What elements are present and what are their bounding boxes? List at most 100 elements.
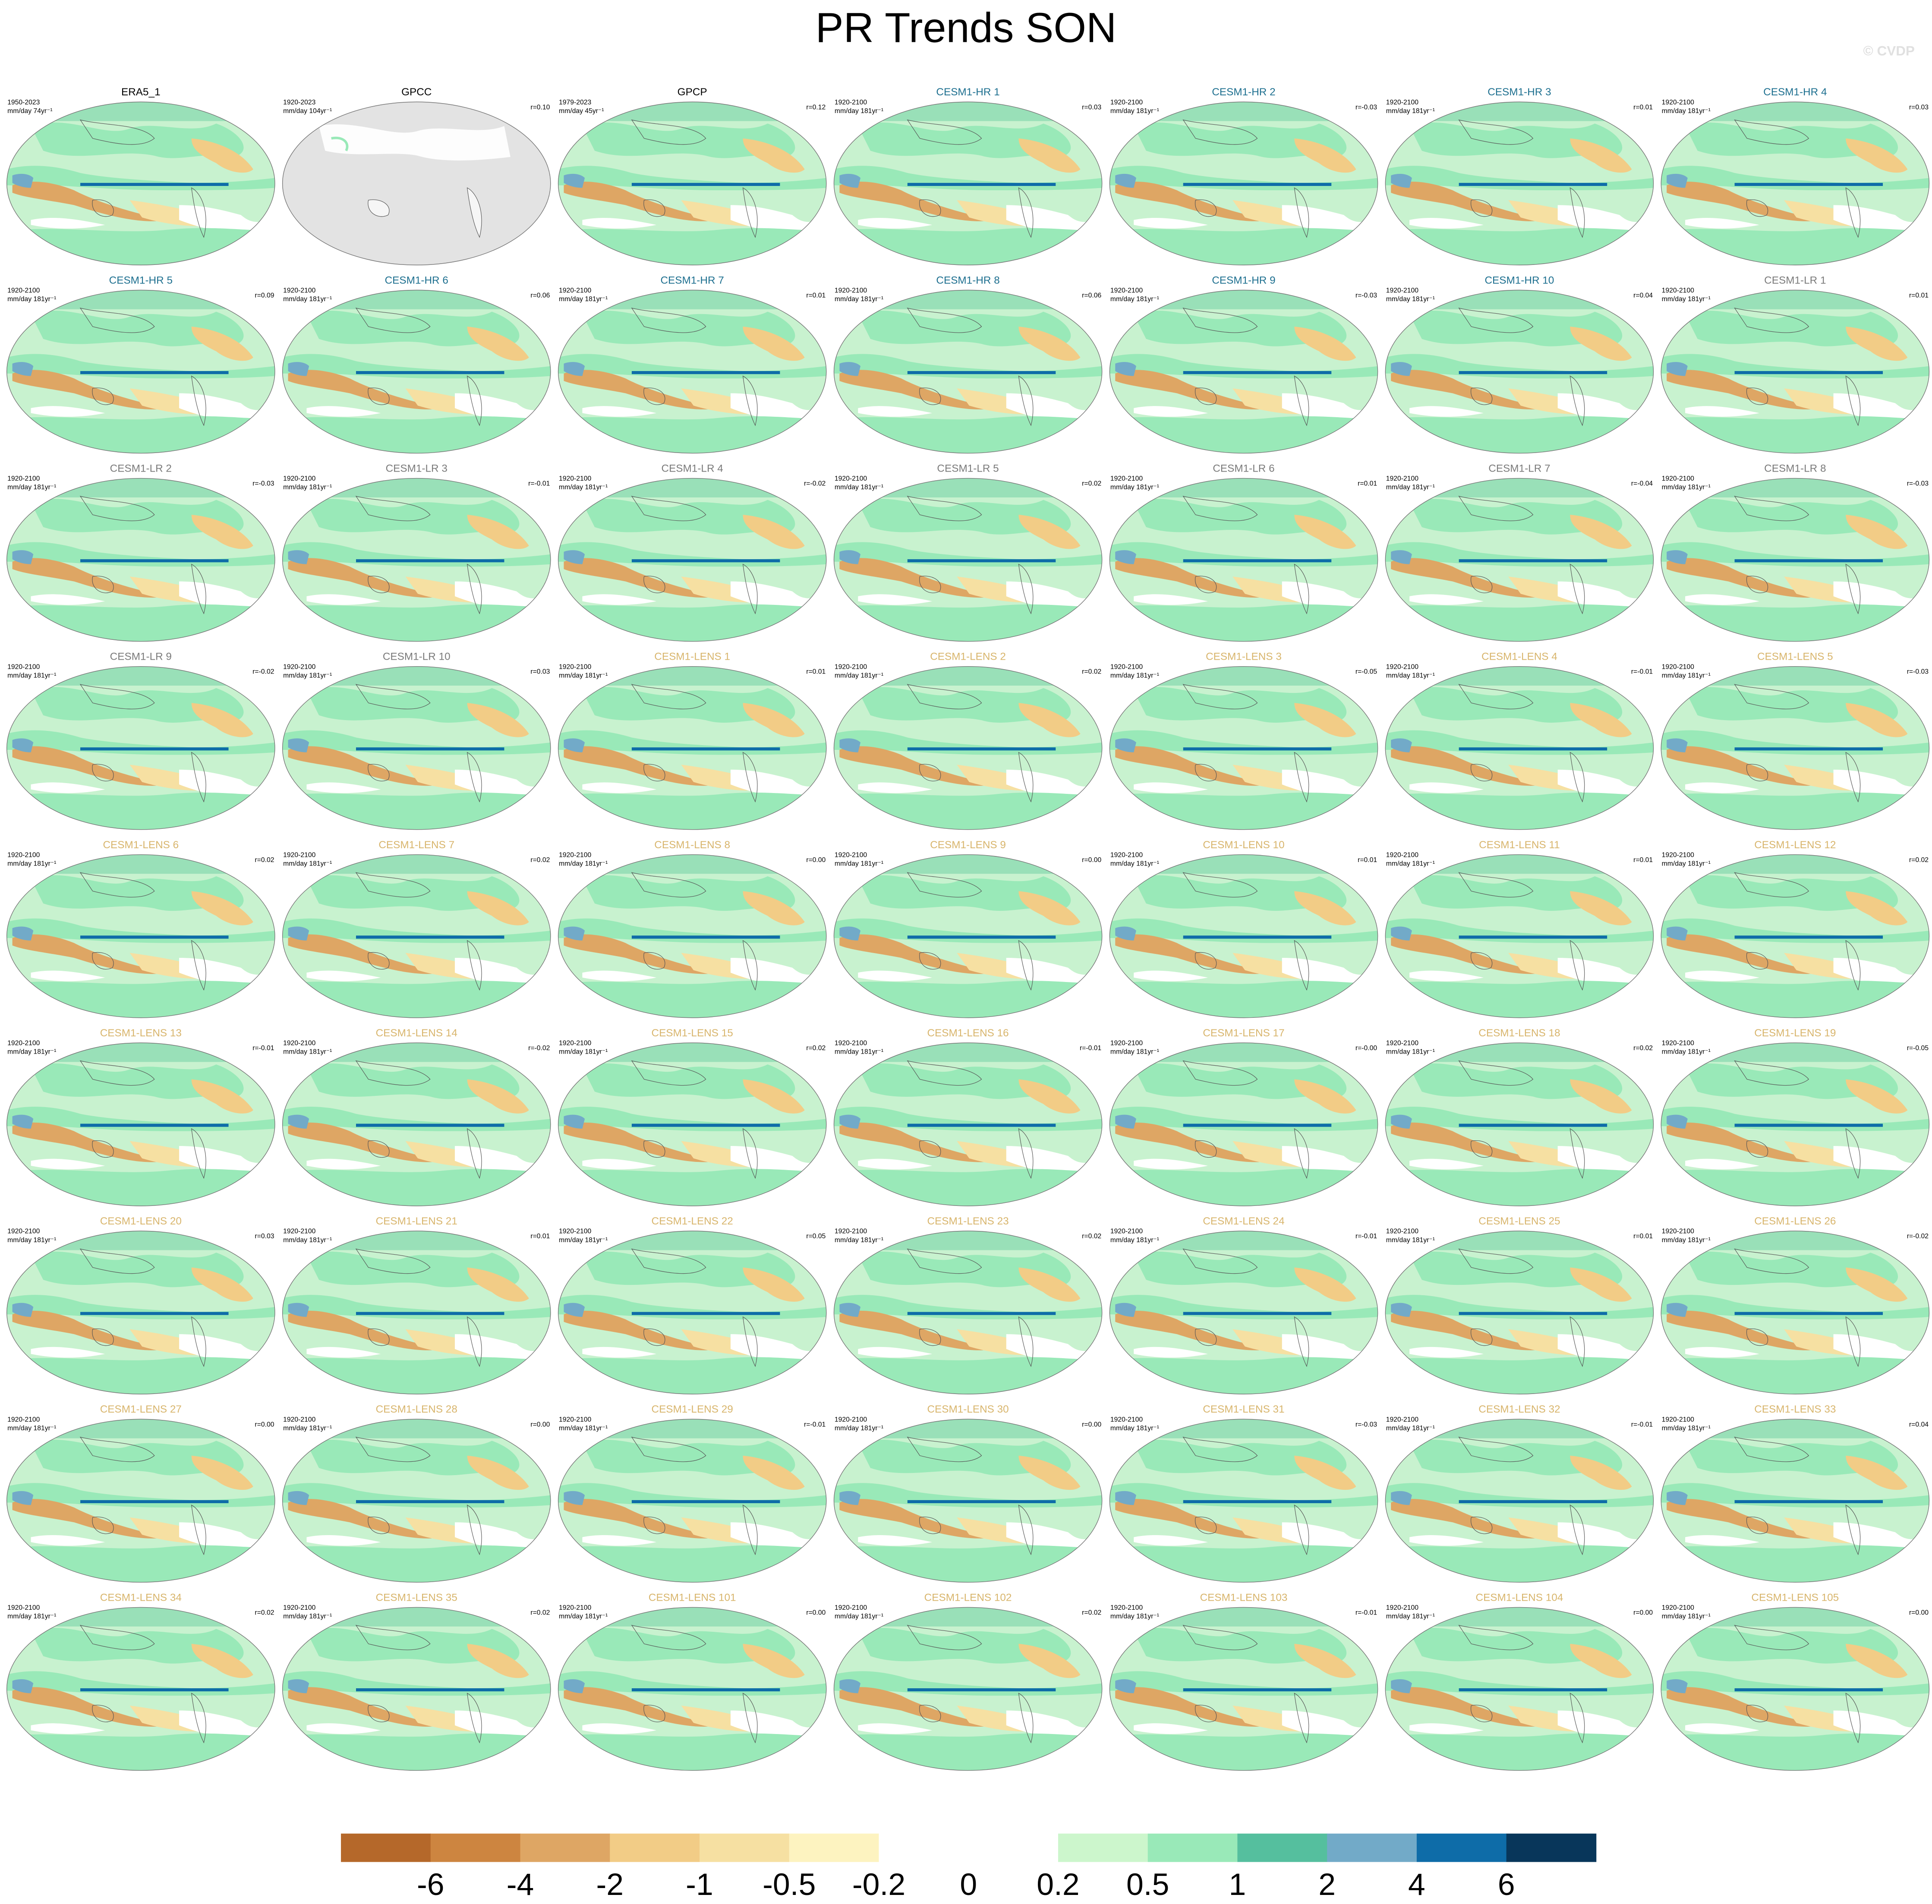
correlation: r=0.01 [530,1233,550,1240]
units: mm/day 181yr⁻¹ [1110,1048,1159,1056]
units: mm/day 181yr⁻¹ [835,860,883,867]
colorbar-box [1416,1833,1507,1862]
panel: CESM1-LENS 29 1920-2100 mm/day 181yr⁻¹ r=-0… [558,1404,827,1583]
units: mm/day 181yr⁻¹ [7,484,56,491]
period: 1920-2100 [1386,287,1418,294]
correlation: r=0.00 [806,1609,826,1616]
map [1661,1042,1930,1207]
panel: CESM1-HR 6 1920-2100 mm/day 181yr⁻¹ r=0.06 [282,274,551,454]
panel: CESM1-LENS 3 1920-2100 mm/day 181yr⁻¹ r=-0.… [1109,651,1378,831]
panel: CESM1-LENS 5 1920-2100 mm/day 181yr⁻¹ r=-0.… [1661,651,1930,831]
map [1109,1419,1378,1583]
period: 1920-2100 [7,1040,40,1047]
period: 1920-2100 [559,1604,591,1611]
correlation: r=0.04 [1633,292,1653,299]
period: 1920-2100 [559,1416,591,1423]
colorbar-box [520,1833,611,1862]
period: 1920-2100 [1110,1604,1143,1611]
period: 1920-2100 [1110,99,1143,106]
units: mm/day 181yr⁻¹ [283,1613,332,1620]
panel-title: CESM1-LENS 13 [100,1027,182,1039]
panel: CESM1-LENS 102 1920-2100 mm/day 181yr⁻¹ r=0… [833,1592,1103,1771]
panel-title: CESM1-LENS 6 [103,839,179,851]
period: 1920-2100 [835,1416,867,1423]
period: 1920-2100 [1386,475,1418,482]
units: mm/day 181yr⁻¹ [559,484,608,491]
period: 1920-2100 [283,1228,315,1235]
panel-title: CESM1-HR 6 [385,274,448,286]
colorbar-box [879,1833,969,1862]
period: 1920-2100 [1386,1040,1418,1047]
panel-title: CESM1-LR 7 [1488,463,1550,474]
correlation: r=0.01 [1358,856,1377,864]
colorbar-label: -1 [686,1867,713,1902]
correlation: r=-0.01 [804,1421,826,1428]
correlation: r=-0.02 [528,1045,550,1052]
panel: CESM1-HR 7 1920-2100 mm/day 181yr⁻¹ r=0.01 [558,274,827,454]
period: 1920-2023 [283,99,315,106]
map [6,101,275,266]
period: 1920-2100 [835,475,867,482]
panel: CESM1-LR 6 1920-2100 mm/day 181yr⁻¹ r=0.01 [1109,463,1378,642]
period: 1920-2100 [1386,1604,1418,1611]
units: mm/day 181yr⁻¹ [1386,1237,1435,1244]
correlation: r=0.02 [255,856,274,864]
panel-title: CESM1-LR 6 [1213,463,1274,474]
correlation: r=0.03 [1909,104,1929,111]
period: 1920-2100 [559,1228,591,1235]
colorbar-label: 0 [960,1867,977,1902]
panel-title: CESM1-LR 5 [937,463,999,474]
units: mm/day 181yr⁻¹ [7,1237,56,1244]
map [6,1042,275,1207]
panel-title: CESM1-HR 8 [936,274,999,286]
period: 1920-2100 [835,851,867,859]
correlation: r=-0.03 [1355,1421,1377,1428]
correlation: r=-0.01 [1355,1609,1377,1616]
correlation: r=-0.05 [1907,1045,1929,1052]
panel-title: CESM1-LENS 7 [378,839,454,851]
units: mm/day 181yr⁻¹ [559,672,608,679]
correlation: r=0.06 [1082,292,1101,299]
correlation: r=0.02 [530,856,550,864]
map [1385,1419,1654,1583]
map [6,1607,275,1771]
panel: CESM1-LR 8 1920-2100 mm/day 181yr⁻¹ r=-0.03 [1661,463,1930,642]
map [558,666,827,830]
units: mm/day 45yr⁻¹ [559,107,604,115]
panel-title: CESM1-LENS 2 [930,651,1006,663]
map [282,478,551,642]
period: 1920-2100 [1386,851,1418,859]
map [833,854,1103,1018]
map [6,478,275,642]
map [1661,854,1930,1018]
panel-title: CESM1-LENS 34 [100,1592,182,1603]
map [282,1231,551,1395]
panel-title: CESM1-LENS 29 [652,1404,733,1415]
correlation: r=0.02 [1082,1609,1101,1616]
panel-title: CESM1-LR 1 [1764,274,1826,286]
period: 1920-2100 [835,1228,867,1235]
units: mm/day 181yr⁻¹ [1110,1237,1159,1244]
map [833,478,1103,642]
units: mm/day 181yr⁻¹ [835,672,883,679]
map [1385,1607,1654,1771]
units: mm/day 181yr⁻¹ [7,672,56,679]
correlation: r=0.02 [806,1045,826,1052]
panel: CESM1-LR 3 1920-2100 mm/day 181yr⁻¹ r=-0.01 [282,463,551,642]
correlation: r=0.01 [1633,1233,1653,1240]
map [1385,478,1654,642]
units: mm/day 181yr⁻¹ [1110,860,1159,867]
period: 1920-2100 [283,1416,315,1423]
units: mm/day 181yr⁻¹ [1386,296,1435,303]
units: mm/day 181yr⁻¹ [559,1613,608,1620]
correlation: r=0.00 [1082,856,1101,864]
map [558,290,827,454]
colorbar-label: -2 [596,1867,624,1902]
